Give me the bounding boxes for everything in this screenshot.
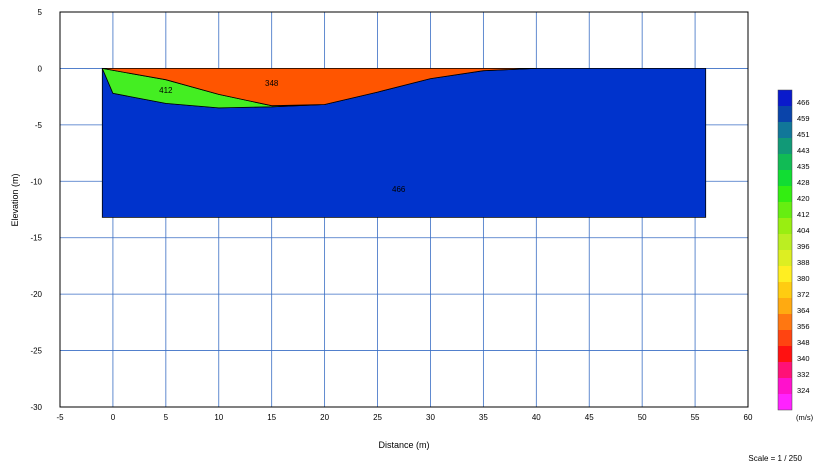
- x-tick-label: 55: [691, 413, 700, 422]
- colorbar-swatch: [778, 362, 792, 378]
- y-tick-label: -30: [30, 403, 42, 412]
- colorbar-frame: [777, 89, 793, 411]
- colorbar-label: 356: [797, 322, 810, 331]
- y-tick-label: 5: [38, 8, 43, 17]
- colorbar-swatch: [778, 234, 792, 250]
- colorbar-swatch: [778, 298, 792, 314]
- colorbar-unit: (m/s): [796, 413, 814, 422]
- x-tick-label: 40: [532, 413, 541, 422]
- colorbar-label: 324: [797, 386, 810, 395]
- y-tick-label: -25: [30, 347, 42, 356]
- colorbar-swatch: [778, 186, 792, 202]
- colorbar-swatch: [778, 314, 792, 330]
- x-tick-label: 50: [638, 413, 647, 422]
- y-tick-label: -5: [35, 121, 43, 130]
- x-tick-label: 10: [214, 413, 223, 422]
- velocity-colorbar: 466 459 451 443 435 428 420 412 404 396 388 380 372 3…: [777, 89, 810, 411]
- colorbar-swatch: [778, 378, 792, 394]
- colorbar-label: 459: [797, 114, 810, 123]
- colorbar-swatch: [778, 250, 792, 266]
- colorbar-label: 364: [797, 306, 810, 315]
- layer-label-412: 412: [159, 86, 173, 95]
- colorbar-swatch: [778, 266, 792, 282]
- colorbar-swatch: [778, 154, 792, 170]
- x-tick-label: 35: [479, 413, 488, 422]
- colorbar-swatch: [778, 394, 792, 410]
- y-tick-label: -20: [30, 290, 42, 299]
- colorbar-label: 340: [797, 354, 810, 363]
- colorbar-swatch: [778, 106, 792, 122]
- colorbar-label: 435: [797, 162, 810, 171]
- velocity-layers: [101, 67, 707, 218]
- colorbar-swatch: [778, 138, 792, 154]
- x-tick-label: 0: [111, 413, 116, 422]
- x-tick-label: 15: [267, 413, 276, 422]
- x-tick-label: 25: [373, 413, 382, 422]
- y-tick-label: -10: [30, 177, 42, 186]
- colorbar-swatch: [778, 202, 792, 218]
- layer-labels: 348 412 466: [159, 79, 406, 194]
- colorbar-label: 372: [797, 290, 810, 299]
- y-tick-labels: 5 0 -5 -10 -15 -20 -25 -30: [30, 8, 42, 412]
- colorbar-swatch: [778, 346, 792, 362]
- colorbar-label: 332: [797, 370, 810, 379]
- x-tick-label: 20: [320, 413, 329, 422]
- colorbar-label: 428: [797, 178, 810, 187]
- x-tick-label: 45: [585, 413, 594, 422]
- plot-frame: [59, 11, 749, 408]
- x-axis-label: Distance (m): [378, 440, 429, 450]
- x-tick-label: 60: [744, 413, 753, 422]
- colorbar-swatch: [778, 90, 792, 106]
- x-tick-label: 5: [164, 413, 169, 422]
- layer-label-348: 348: [265, 79, 279, 88]
- x-tick-labels: -5 0 5 10 15 20 25 30 35 40 45 50 55 60: [56, 413, 753, 422]
- colorbar-label: 396: [797, 242, 810, 251]
- colorbar-label: 420: [797, 194, 810, 203]
- colorbar-label: 380: [797, 274, 810, 283]
- colorbar-label: 404: [797, 226, 810, 235]
- scale-text: Scale = 1 / 250: [748, 454, 802, 463]
- layer-label-466: 466: [392, 185, 406, 194]
- colorbar-swatch: [778, 170, 792, 186]
- colorbar-swatch: [778, 282, 792, 298]
- x-tick-label: -5: [56, 413, 64, 422]
- y-tick-label: 0: [38, 64, 43, 73]
- colorbar-swatch: [778, 330, 792, 346]
- colorbar-swatch: [778, 122, 792, 138]
- colorbar-label: 348: [797, 338, 810, 347]
- colorbar-label: 451: [797, 130, 810, 139]
- colorbar-label: 412: [797, 210, 810, 219]
- y-axis-label: Elevation (m): [10, 173, 20, 226]
- colorbar-label: 466: [797, 98, 810, 107]
- colorbar-label: 443: [797, 146, 810, 155]
- colorbar-label: 388: [797, 258, 810, 267]
- layer-348: [102, 68, 537, 107]
- x-tick-label: 30: [426, 413, 435, 422]
- colorbar-swatch: [778, 218, 792, 234]
- y-tick-label: -15: [30, 234, 42, 243]
